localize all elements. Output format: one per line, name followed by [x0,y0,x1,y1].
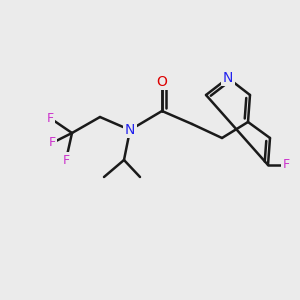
Text: F: F [282,158,290,172]
Text: N: N [125,123,135,137]
Text: O: O [157,75,167,89]
Text: F: F [48,136,56,149]
Text: F: F [46,112,54,124]
Text: N: N [223,71,233,85]
Text: F: F [62,154,70,166]
